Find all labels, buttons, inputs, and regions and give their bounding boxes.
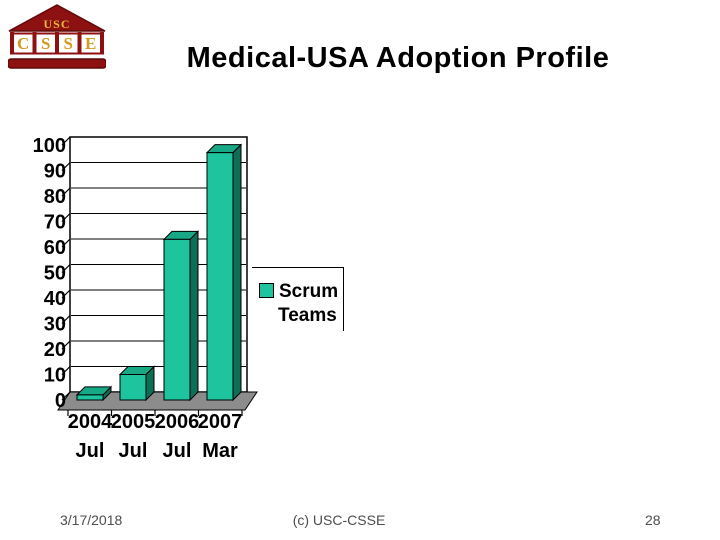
usc-csse-logo: USC C S S E	[7, 4, 107, 70]
x-label-year-1: 2005	[111, 411, 156, 433]
y-tick-label-70: 70	[44, 212, 66, 234]
y-tick-label-30: 30	[44, 314, 66, 336]
legend-label-line1: Scrum	[279, 281, 339, 302]
bar-2006-jul	[163, 238, 191, 401]
logo-pillar	[10, 32, 14, 54]
y-tick-10	[61, 366, 71, 375]
y-tick-label-10: 10	[44, 365, 66, 387]
bar-2006-jul-top	[162, 230, 200, 240]
logo-roof	[8, 4, 106, 32]
y-tick-label-100: 100	[33, 135, 66, 157]
logo-usc-text: USC	[43, 17, 70, 31]
bar-2004-jul-top	[75, 386, 113, 396]
legend-label-line2: Teams	[278, 305, 337, 326]
page-title: Medical-USA Adoption Profile	[186, 42, 610, 74]
logo-pillar	[32, 32, 37, 54]
y-tick-label-50: 50	[44, 263, 66, 285]
y-tick-label-60: 60	[44, 237, 66, 259]
bar-2006-jul-side	[189, 230, 199, 402]
footer-date: 3/17/2018	[60, 512, 123, 528]
logo-letter: C	[17, 34, 29, 53]
footer-credit: (c) USC-CSSE	[292, 512, 386, 528]
y-tick-label-20: 20	[44, 339, 66, 361]
y-tick-label-40: 40	[44, 288, 66, 310]
x-label-month-1: Jul	[119, 440, 148, 462]
logo-pillar	[77, 32, 82, 54]
logo-letter: S	[63, 34, 72, 53]
plot-wall	[69, 136, 248, 393]
x-label-month-3: Mar	[202, 440, 238, 462]
logo-letter: S	[41, 34, 50, 53]
bar-2007-mar-side	[232, 143, 242, 402]
y-tick-label-90: 90	[44, 161, 66, 183]
chart-legend: Scrum Teams	[252, 267, 344, 331]
logo-graphic: USC C S S E	[7, 4, 107, 69]
bar-2005-jul	[119, 374, 147, 401]
bar-2004-jul	[76, 394, 104, 401]
y-tick-40	[61, 289, 71, 299]
y-tick-0	[61, 391, 71, 401]
bar-2005-jul-top	[118, 366, 156, 375]
series-color-swatch	[259, 283, 274, 298]
bar-2005-jul-side	[145, 365, 155, 402]
y-tick-80	[61, 187, 71, 197]
chart-floor	[57, 391, 258, 411]
y-tick-60	[61, 238, 71, 248]
legend-row: Scrum	[259, 280, 343, 304]
y-tick-label-80: 80	[44, 186, 66, 208]
y-tick-30	[61, 315, 71, 324]
y-tick-100	[61, 136, 71, 146]
bar-2007-mar-top	[205, 144, 243, 154]
logo-pillar	[100, 32, 104, 54]
footer-page-number: 28	[645, 512, 661, 528]
x-label-year-0: 2004	[68, 411, 113, 433]
y-tick-20	[61, 340, 71, 350]
x-label-year-2: 2006	[155, 411, 200, 433]
y-tick-90	[61, 162, 71, 171]
x-label-month-0: Jul	[76, 440, 105, 462]
logo-letter: E	[85, 34, 96, 53]
x-label-year-3: 2007	[198, 411, 243, 433]
bar-2004-jul-side	[102, 385, 112, 402]
y-tick-label-0: 0	[55, 390, 66, 412]
x-label-month-2: Jul	[163, 440, 192, 462]
y-tick-50	[61, 264, 71, 273]
bar-2007-mar	[206, 152, 234, 401]
logo-pillar	[55, 32, 59, 54]
y-tick-70	[61, 213, 71, 222]
